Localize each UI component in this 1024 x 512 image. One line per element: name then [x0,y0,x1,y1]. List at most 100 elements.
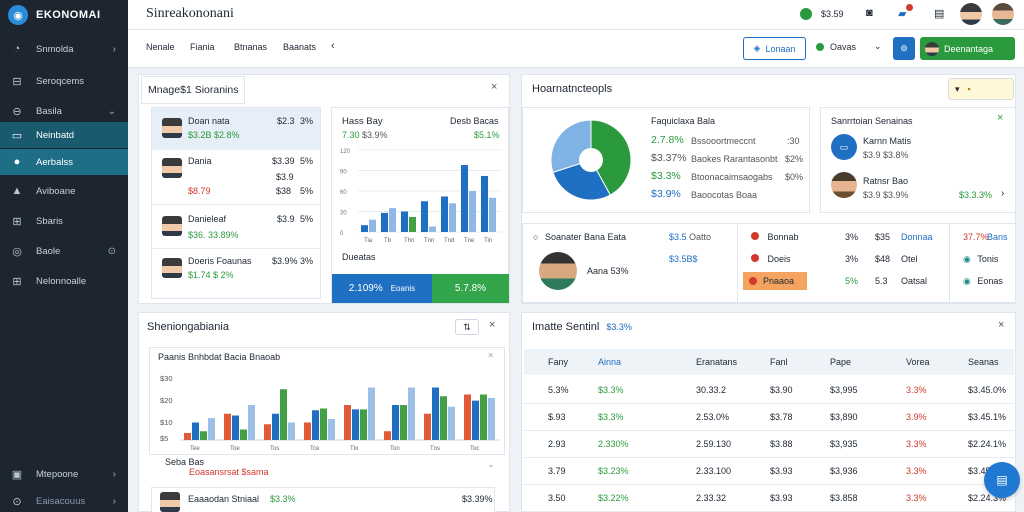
tab-1[interactable]: Fiania [190,42,215,52]
sidebar-item-6[interactable]: ⊞ Sbaris [0,208,128,234]
table-row[interactable] [524,404,1014,431]
close-icon[interactable]: × [997,112,1004,124]
logo[interactable]: ◉ EKONOMAI [0,0,128,30]
panel-tab[interactable]: Mnage$1 Sioranins [141,76,245,104]
close-icon[interactable]: × [488,350,494,360]
column-header[interactable]: Fanl [770,357,788,367]
contacts-card: Sanrrtoian Senainas × ▭ Karnn Matis $3.9… [820,107,1016,213]
watchlist-panel: Mnage$1 Sioranins × Doan nata $2.3 3% $3… [138,74,510,304]
table-cell: $3.93 [770,493,793,503]
list-item[interactable]: Eaaaodan Stniaal $3.3% $3.39% [151,487,495,512]
grid-icon: ⊞ [12,215,22,228]
notification-icon[interactable]: ▰ [898,8,907,20]
table-cell: $2.24.3% [968,493,1007,503]
column-header[interactable]: Vorea [906,357,930,367]
sidebar-item-1[interactable]: ⊟ Seroqcems [0,68,128,94]
mini-chart-kpi: $3.9% [362,130,388,140]
bar [224,413,231,440]
x-tick-label: Tlo [350,446,359,452]
contacts-title: Sanrrtoian Senainas [831,116,913,126]
pie-legend-value: $3.37% [651,152,687,164]
transaction-row[interactable]: Doeis [751,254,791,264]
close-icon[interactable]: × [998,319,1005,331]
chevron-down-icon: ⌄ [107,105,116,117]
chart-legend: Eoasansrsat $sama [189,467,269,477]
pie-legend-label: Baoocotas Boaa [691,190,758,200]
sidebar-item-label: Eaisacouus [36,495,86,507]
x-tick-label: Tos [270,446,279,452]
chevron-down-icon[interactable]: ⌄ [874,41,882,51]
avatar[interactable] [539,252,577,290]
chat-fab-button[interactable]: ▤ [984,462,1020,498]
settings-button[interactable]: ⊚ [893,37,915,60]
sort-icon: ⇅ [463,321,471,332]
check-circle-icon: ◉ [963,254,971,264]
column-header[interactable]: Pape [830,357,852,367]
mini-chart-label: Desb Bacas [450,116,499,126]
camera-icon[interactable]: ◙ [866,7,873,19]
tab-0[interactable]: Nenale [146,42,175,52]
contact-avatar[interactable] [831,172,857,198]
transaction-val2: 37.7% [963,232,989,242]
kpi-tile-green[interactable]: 5.7.8% [432,274,509,303]
status-dot-icon [751,254,759,262]
stack-icon: ◈ [753,43,761,53]
column-header[interactable]: Fany [548,357,569,367]
status-select[interactable]: Oavas [830,42,857,52]
outline-button[interactable]: ◈ Lonaan [743,37,806,60]
table-cell: $3.45.1% [968,412,1007,422]
sidebar-item-8[interactable]: ⊞ Nelonnoalle [0,268,128,294]
avatar [162,158,182,178]
transaction-tag2: Bans [987,232,1008,242]
bar [401,211,408,232]
expand-button[interactable]: ⇅ [455,319,479,335]
table-row[interactable] [524,458,1014,485]
close-icon[interactable]: × [491,81,498,93]
table-row[interactable] [524,377,1014,404]
tab-3[interactable]: Baanats [283,42,317,52]
column-header[interactable]: Seanas [968,357,999,367]
kpi-tile-blue[interactable]: 2.109% Eoanis [332,274,432,303]
chevron-right-icon: › [112,495,116,507]
plus-box-icon: ⊞ [12,275,22,288]
transaction-row[interactable]: Bonnab [751,232,799,242]
bar [469,191,476,232]
sidebar-item-5[interactable]: ▲ Aviboane [0,178,128,204]
tab-2[interactable]: Btnanas [234,42,268,52]
chevron-down-icon[interactable]: ⌄ [487,459,495,469]
transaction-tag2: Eonas [977,276,1003,286]
table-row[interactable] [524,431,1014,458]
divider [737,224,738,304]
sidebar-item-4[interactable]: ● Aerbalss [0,149,128,175]
chevron-left-icon[interactable]: ‹ [331,40,335,52]
sidebar-footer-1[interactable]: ⊙ Eaisacouus › [0,488,128,512]
clipboard-icon[interactable]: ▤ [934,8,945,20]
contact-avatar[interactable]: ▭ [831,134,857,160]
sidebar-item-2[interactable]: ⊖ Basila ⌄ [0,98,128,124]
close-icon[interactable]: × [489,319,496,331]
table-cell: 2.53.0% [696,412,730,422]
settings-icon: ⊙ [12,495,22,508]
divider [949,224,950,304]
avatar-secondary[interactable] [992,3,1014,25]
transaction-val: $35 [875,232,891,242]
sidebar-item-0[interactable]: ◔ Snmolda › [0,36,128,62]
bar [369,219,376,232]
sidebar-item-3[interactable]: ▭ Neinbatd [0,122,128,148]
avatar [162,118,182,138]
chevron-right-icon[interactable]: › [1001,188,1005,199]
status-dot-icon [816,43,824,51]
avatar[interactable] [960,3,982,25]
transaction-row-highlight[interactable]: Pnaaoa [743,272,807,290]
sidebar-footer-0[interactable]: ▣ Mtepoone › [0,461,128,487]
table-header [524,349,1014,375]
panel-title-tag: $3.3% [606,322,632,332]
chart-legend: Seba Bas [165,457,205,467]
column-header[interactable]: Ainna [598,357,622,367]
transaction-status: Doeis [767,254,791,264]
filter-dropdown[interactable]: ▾ ▪ [948,78,1014,100]
primary-button[interactable]: Deenantaga [920,37,1015,60]
sidebar-item-7[interactable]: ◎ Baole ⊙ [0,238,128,264]
contact-name: Ratnsr Bao [863,176,909,186]
column-header[interactable]: Eranatans [696,357,738,367]
